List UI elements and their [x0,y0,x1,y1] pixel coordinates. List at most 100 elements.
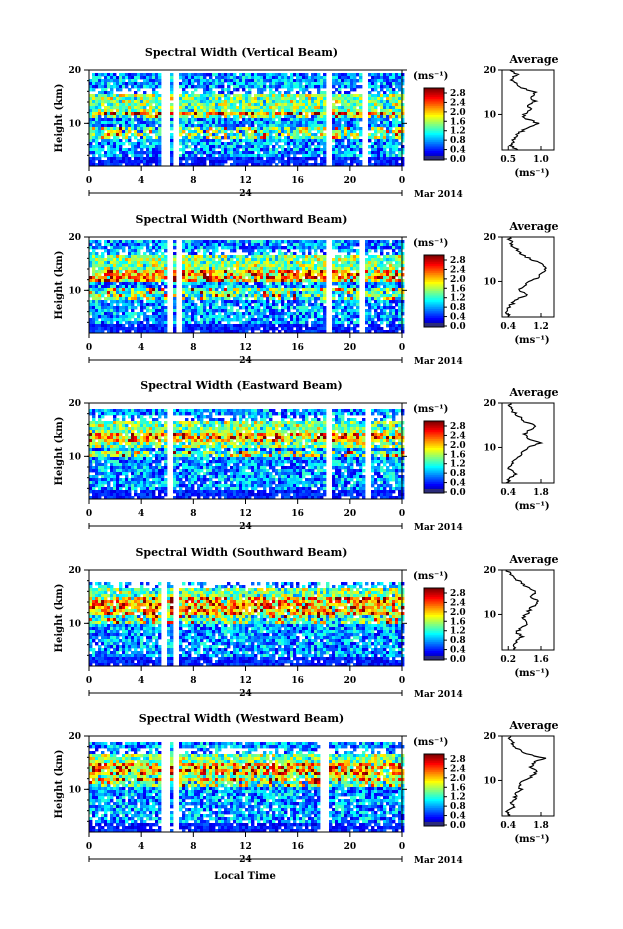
heatmap-cell [137,157,141,161]
heatmap-cell [395,157,399,161]
heatmap-cell [149,294,153,298]
heatmap-cell [200,279,204,283]
heatmap-cell [143,252,147,256]
heatmap-cell [323,309,327,313]
heatmap-cell [146,330,150,334]
heatmap-cell [125,291,129,295]
colorbar-swatch [424,142,444,145]
heatmap-cell [347,142,351,146]
heatmap-cell [323,327,327,331]
heatmap-cell [161,309,165,313]
heatmap-cell [212,145,216,149]
heatmap-cell [350,133,354,137]
heatmap-cell [194,303,198,307]
heatmap-cell [308,300,312,304]
heatmap-cell [98,97,102,101]
heatmap-cell [113,100,117,104]
heatmap-cell [341,312,345,316]
heatmap-cell [308,240,312,244]
heatmap-cell [317,154,321,158]
heatmap-cell [356,139,360,143]
heatmap-cell [320,100,324,104]
heatmap-cell [371,145,375,149]
heatmap-cell [137,163,141,167]
heatmap-cell [275,97,279,101]
heatmap-cell [158,94,162,98]
heatmap-cell [296,157,300,161]
heatmap-cell [152,109,156,113]
heatmap-cell [251,306,255,310]
heatmap-cell [149,249,153,253]
heatmap-cell [113,252,117,256]
heatmap-cell [107,285,111,289]
heatmap-cell [233,261,237,265]
heatmap-cell [188,327,192,331]
heatmap-cell [146,139,150,143]
heatmap-cell [236,297,240,301]
heatmap-cell [221,303,225,307]
heatmap-cell [92,157,96,161]
heatmap-cell [134,136,138,140]
heatmap-cell [242,321,246,325]
heatmap-cell [107,297,111,301]
heatmap-cell [284,160,288,164]
heatmap-cell [383,157,387,161]
heatmap-cell [251,142,255,146]
heatmap-cell [200,258,204,262]
heatmap-cell [182,297,186,301]
heatmap-cell [227,118,231,122]
heatmap-cell [128,288,132,292]
heatmap-cell [125,273,129,277]
heatmap-cell [389,142,393,146]
heatmap-cell [350,130,354,134]
heatmap-cell [116,273,120,277]
heatmap-cell [296,261,300,265]
heatmap-cell [146,240,150,244]
heatmap-cell [245,82,249,86]
heatmap-cell [101,73,105,77]
heatmap-cell [182,267,186,271]
heatmap-cell [353,103,357,107]
heatmap-cell [236,115,240,119]
heatmap-cell [254,270,258,274]
heatmap-cell [206,91,210,95]
heatmap-cell [374,157,378,161]
heatmap-cell [116,157,120,161]
heatmap-cell [260,103,264,107]
heatmap-cell [263,115,267,119]
heatmap-cell [197,255,201,259]
heatmap-cell [287,282,291,286]
heatmap-cell [95,279,99,283]
heatmap-cell [287,136,291,140]
heatmap-cell [212,79,216,83]
heatmap-cell [116,154,120,158]
heatmap-cell [257,79,261,83]
heatmap-cell [299,151,303,155]
heatmap-cell [158,106,162,110]
heatmap-cell [233,163,237,167]
heatmap-cell [296,318,300,322]
heatmap-cell [269,246,273,250]
heatmap-cell [146,151,150,155]
heatmap-cell [317,267,321,271]
heatmap-cell [134,279,138,283]
heatmap-cell [224,306,228,310]
heatmap-cell [170,139,174,143]
heatmap-cell [338,163,342,167]
heatmap-cell [143,124,147,128]
heatmap-cell [296,294,300,298]
heatmap-cell [203,291,207,295]
heatmap-cell [269,73,273,77]
heatmap-cell [266,145,270,149]
heatmap-cell [200,303,204,307]
heatmap-cell [122,285,126,289]
heatmap-cell [317,127,321,131]
heatmap-cell [377,160,381,164]
heatmap-cell [215,136,219,140]
heatmap-cell [284,103,288,107]
heatmap-cell [335,73,339,77]
heatmap-cell [278,73,282,77]
heatmap-cell [257,142,261,146]
heatmap-cell [347,154,351,158]
heatmap-cell [182,85,186,89]
